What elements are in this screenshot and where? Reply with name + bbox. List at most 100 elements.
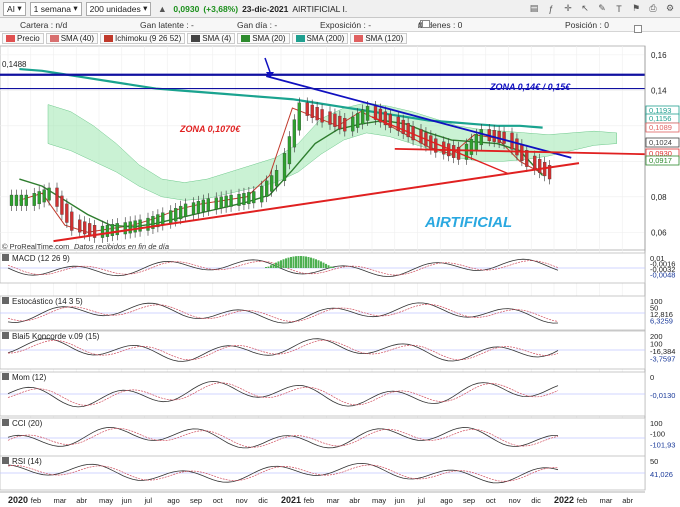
time-axis-label: 2022: [554, 495, 574, 505]
candle-body: [224, 195, 228, 208]
candle-body: [351, 116, 355, 132]
alert-icon[interactable]: ⚑: [631, 3, 641, 13]
macd-bar: [320, 261, 322, 268]
candle-body: [378, 108, 383, 123]
text-icon[interactable]: T: [616, 3, 622, 14]
time-axis-label: oct: [213, 496, 224, 505]
credit-label: © ProRealTime.com: [2, 242, 69, 251]
time-axis-label: sep: [190, 496, 202, 505]
legend-item[interactable]: Precio: [2, 33, 44, 44]
legend-label: SMA (4): [202, 34, 232, 43]
candle-body: [464, 143, 469, 160]
candle-body: [19, 194, 24, 206]
indicator-signal-line: [7, 464, 559, 482]
candle-body: [133, 220, 137, 233]
time-axis-label: ago: [440, 496, 453, 505]
price-up-icon: ▲: [157, 3, 167, 14]
legend-item[interactable]: Ichimoku (9 26 52): [100, 33, 186, 44]
macd-bar: [280, 260, 282, 268]
orders-button-2[interactable]: [422, 19, 431, 28]
candle-body: [146, 217, 150, 231]
candle-body: [365, 106, 370, 121]
price-tag: [645, 122, 680, 133]
candle-body: [247, 192, 251, 205]
indicator-name: Mom (12): [12, 373, 47, 382]
position-box: [634, 24, 642, 33]
symbol-label: AI: [7, 3, 16, 14]
legend-label: Precio: [17, 34, 40, 43]
candle-body: [161, 212, 165, 226]
candle-body: [100, 225, 105, 238]
candle-body: [260, 185, 264, 203]
candle-body: [474, 134, 479, 150]
indicator-value: -0,0032: [650, 265, 675, 274]
candle-body: [9, 194, 14, 206]
candle-body: [533, 155, 537, 170]
indicator-value: 6,3259: [650, 317, 673, 326]
macd-bar: [305, 256, 307, 268]
candle-body: [206, 198, 210, 211]
candle-body: [174, 208, 178, 222]
crosshair-icon[interactable]: ✛: [564, 3, 572, 13]
candle-body: [55, 187, 59, 207]
price-tag-label: 0,1193: [649, 106, 671, 115]
zona-low-label: ZONA 0,1070€: [179, 124, 241, 134]
legend-label: SMA (200): [306, 34, 345, 43]
indicator-toggle: [2, 373, 9, 380]
resistance-trendline: [266, 75, 572, 159]
timeframe-select[interactable]: 1 semana ▾: [29, 1, 82, 16]
price-tick-label: 0,14: [651, 86, 667, 95]
toolbar: AI ▾ 1 semana ▾ 200 unidades ▾ ▲ 0,0930 …: [0, 0, 680, 18]
symbol-select[interactable]: AI ▾: [3, 1, 26, 16]
cursor-icon[interactable]: ↖: [581, 3, 589, 13]
legend-item[interactable]: SMA (40): [45, 33, 99, 44]
indicator-toggle: [2, 332, 9, 339]
legend-item[interactable]: SMA (20): [237, 33, 290, 44]
price-tick-label: 0,06: [651, 228, 667, 237]
indicator-icon[interactable]: ƒ: [548, 3, 554, 14]
macd-bar: [322, 262, 325, 268]
chart-type-icon[interactable]: ▤: [529, 3, 539, 13]
time-axis-label: 2020: [8, 495, 28, 505]
legend-item[interactable]: SMA (120): [350, 33, 408, 44]
indicator-signal-line: [7, 382, 559, 406]
time-axis-label: feb: [31, 496, 41, 505]
legend-item[interactable]: SMA (4): [187, 33, 236, 44]
candle-body: [24, 194, 28, 206]
candle-body: [169, 210, 173, 224]
print-icon[interactable]: ⎙: [649, 3, 657, 13]
candle-body: [115, 223, 119, 236]
indicator-name: CCI (20): [12, 419, 43, 428]
macd-bar: [315, 259, 317, 268]
candle-body: [547, 165, 552, 180]
candle-body: [47, 187, 51, 201]
time-axis-label: may: [372, 496, 386, 505]
indicator-value: -0,0130: [650, 391, 675, 400]
candle-body: [37, 191, 41, 205]
candle-body: [434, 138, 438, 153]
indicator-line: [7, 426, 558, 449]
legend-item[interactable]: SMA (200): [291, 33, 349, 44]
series-line: [19, 119, 544, 228]
candle-body: [502, 131, 506, 144]
candle-body: [138, 219, 142, 232]
arrow-head: [266, 72, 274, 78]
gear-icon[interactable]: ⚙: [665, 3, 675, 13]
time-axis-label: sep: [463, 496, 475, 505]
units-select[interactable]: 200 unidades ▾: [85, 1, 152, 16]
candle-body: [406, 123, 410, 138]
macd-bar: [275, 262, 277, 268]
macd-bar: [292, 256, 295, 268]
time-axis-label: jul: [144, 496, 153, 505]
units-label: 200 unidades: [89, 3, 141, 14]
candle-body: [196, 201, 201, 214]
candle-body: [110, 224, 115, 236]
indicator-toggle: [2, 419, 9, 426]
macd-bar: [267, 266, 270, 268]
candle-body: [265, 180, 269, 197]
pencil-icon[interactable]: ✎: [598, 3, 606, 13]
candle-body: [78, 219, 82, 233]
macd-bar: [327, 265, 330, 268]
time-axis-label: mar: [600, 496, 613, 505]
